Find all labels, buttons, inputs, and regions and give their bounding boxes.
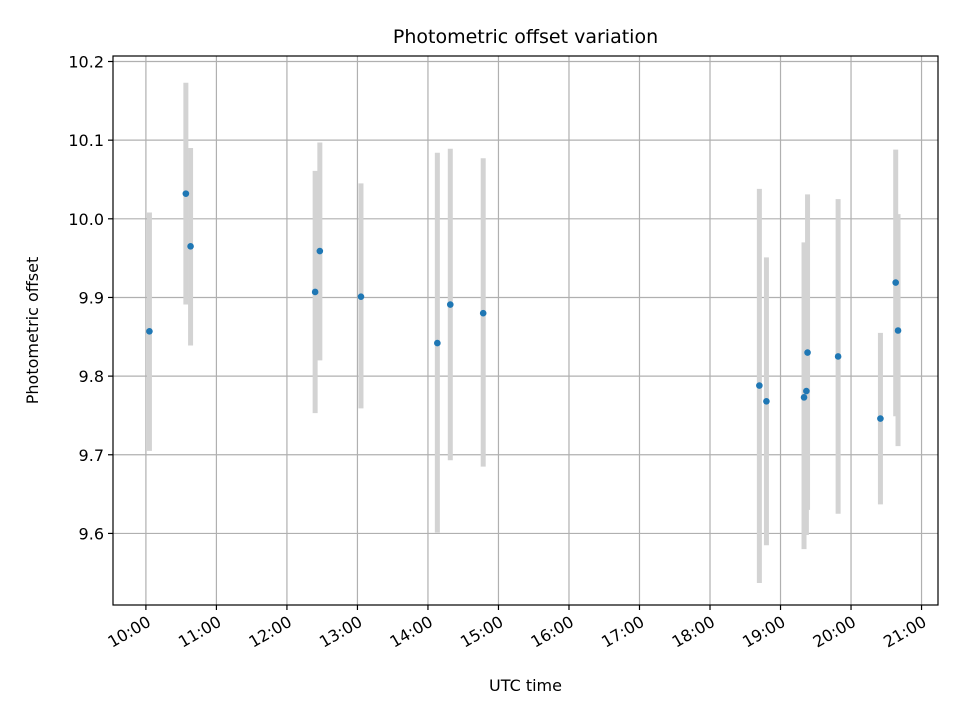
plot-frame bbox=[112, 55, 939, 606]
data-point bbox=[146, 327, 153, 335]
x-axis-label: UTC time bbox=[489, 676, 562, 695]
y-axis-ticks: 9.6 9.7 9.8 9.9 10.0 10.1 10.2 bbox=[68, 53, 113, 543]
y-axis-label: Photometric offset bbox=[23, 257, 42, 405]
x-tick-label: 18:00 bbox=[669, 612, 718, 652]
x-tick-label: 11:00 bbox=[175, 612, 224, 652]
x-tick-label: 19:00 bbox=[739, 612, 788, 652]
data-point bbox=[834, 353, 842, 360]
data-point bbox=[357, 293, 365, 300]
x-axis-ticks: 10:00 11:00 12:00 13:00 14:00 15:00 16:00 17:00… bbox=[104, 605, 930, 652]
data-point bbox=[894, 327, 902, 334]
x-tick-label: 21:00 bbox=[880, 612, 929, 652]
x-tick-label: 12:00 bbox=[245, 612, 294, 652]
data-point bbox=[763, 397, 770, 405]
x-tick-label: 10:00 bbox=[104, 612, 153, 652]
data-point bbox=[182, 190, 190, 197]
data-point bbox=[311, 288, 319, 296]
grid bbox=[113, 56, 938, 605]
data-point bbox=[877, 415, 884, 422]
data-point bbox=[803, 387, 810, 395]
x-tick-label: 16:00 bbox=[528, 612, 577, 652]
x-tick-label: 14:00 bbox=[387, 612, 436, 652]
x-tick-label: 15:00 bbox=[457, 612, 506, 652]
data-point bbox=[756, 382, 763, 389]
y-tick-label: 10.1 bbox=[68, 131, 104, 150]
y-tick-label: 10.2 bbox=[68, 53, 104, 72]
data-point bbox=[316, 247, 324, 255]
data-point bbox=[800, 394, 808, 401]
data-point bbox=[187, 243, 194, 250]
y-tick-label: 9.7 bbox=[79, 446, 104, 465]
error-bars bbox=[146, 82, 901, 583]
data-point bbox=[892, 279, 899, 286]
data-point bbox=[479, 309, 487, 317]
x-tick-label: 13:00 bbox=[316, 612, 365, 652]
data-points bbox=[146, 190, 902, 422]
data-point bbox=[446, 301, 454, 308]
y-tick-label: 9.6 bbox=[79, 524, 104, 543]
y-tick-label: 9.8 bbox=[79, 367, 104, 386]
data-point bbox=[434, 339, 441, 347]
x-tick-label: 20:00 bbox=[810, 612, 859, 652]
chart-title: Photometric offset variation bbox=[393, 26, 658, 48]
y-tick-label: 9.9 bbox=[79, 288, 104, 307]
data-point bbox=[804, 349, 811, 356]
x-tick-label: 17:00 bbox=[598, 612, 647, 652]
y-tick-label: 10.0 bbox=[68, 210, 104, 229]
